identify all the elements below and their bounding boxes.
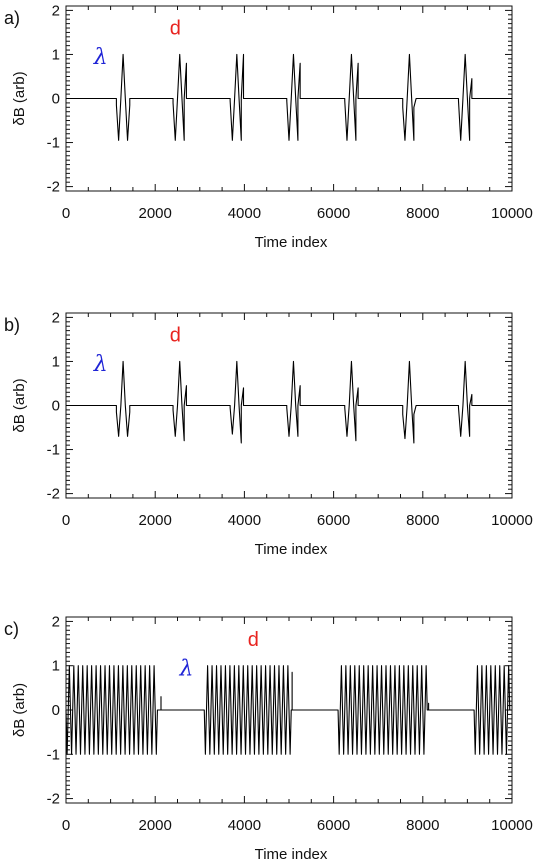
chart-panel-a: 0 2000 4000 6000 8000 10000 -2 -1 0 1 2 Time index δ… xyxy=(4,2,533,251)
y-axis-label: δB (arb) xyxy=(11,683,28,737)
x-tick-label: 2000 xyxy=(139,817,172,834)
y-tick-label: 0 xyxy=(52,398,60,415)
wavelength-marker-lambda: λ xyxy=(93,352,108,377)
y-tick-label: 2 xyxy=(52,2,60,19)
x-axis-label: Time index xyxy=(255,846,328,863)
y-axis-label: δB (arb) xyxy=(11,378,28,432)
x-tick-label: 10000 xyxy=(491,205,533,222)
x-tick-label: 2000 xyxy=(139,205,172,222)
y-tick-label: 2 xyxy=(52,613,60,630)
y-tick-label: -1 xyxy=(47,135,60,152)
y-tick-label: -2 xyxy=(47,791,60,808)
y-tick-label: -1 xyxy=(47,746,60,763)
y-axis-label: δB (arb) xyxy=(11,71,28,125)
x-tick-label: 6000 xyxy=(317,817,350,834)
x-axis-label: Time index xyxy=(255,234,328,251)
wavelength-marker-lambda: λ xyxy=(178,656,193,681)
y-tick-label: 2 xyxy=(52,309,60,326)
panel-label: c) xyxy=(4,619,19,639)
x-tick-label: 6000 xyxy=(317,205,350,222)
y-tick-label: -2 xyxy=(47,486,60,503)
wavelength-marker-lambda: λ xyxy=(93,45,108,70)
x-tick-label: 4000 xyxy=(228,512,261,529)
x-tick-label: 2000 xyxy=(139,512,172,529)
x-tick-label: 0 xyxy=(62,205,70,222)
x-tick-label: 10000 xyxy=(491,512,533,529)
y-tick-label: 1 xyxy=(52,353,60,370)
y-tick-label: 1 xyxy=(52,46,60,63)
x-tick-label: 8000 xyxy=(406,205,439,222)
distance-marker-d: d xyxy=(248,629,259,651)
y-tick-label: 0 xyxy=(52,702,60,719)
x-tick-label: 8000 xyxy=(406,817,439,834)
panel-label: b) xyxy=(4,315,20,335)
distance-marker-d: d xyxy=(170,325,181,347)
x-tick-label: 4000 xyxy=(228,205,261,222)
x-tick-label: 4000 xyxy=(228,817,261,834)
distance-marker-d: d xyxy=(170,18,181,40)
x-tick-label: 8000 xyxy=(406,512,439,529)
chart-panel-c: 0 2000 4000 6000 8000 10000 -2 -1 0 1 2 Time index δ… xyxy=(4,613,533,863)
x-axis-label: Time index xyxy=(255,541,328,558)
signal-trace xyxy=(66,53,512,141)
x-tick-label: 0 xyxy=(62,512,70,529)
x-tick-label: 0 xyxy=(62,817,70,834)
y-tick-label: 1 xyxy=(52,658,60,675)
signal-trace xyxy=(65,665,512,755)
y-tick-label: -1 xyxy=(47,442,60,459)
x-tick-label: 6000 xyxy=(317,512,350,529)
y-tick-label: -2 xyxy=(47,179,60,196)
panel-label: a) xyxy=(4,8,20,28)
chart-panel-b: 0 2000 4000 6000 8000 10000 -2 -1 0 1 2 Time index δ… xyxy=(4,309,533,558)
signal-trace xyxy=(66,360,512,444)
x-tick-label: 10000 xyxy=(491,817,533,834)
y-tick-label: 0 xyxy=(52,91,60,108)
